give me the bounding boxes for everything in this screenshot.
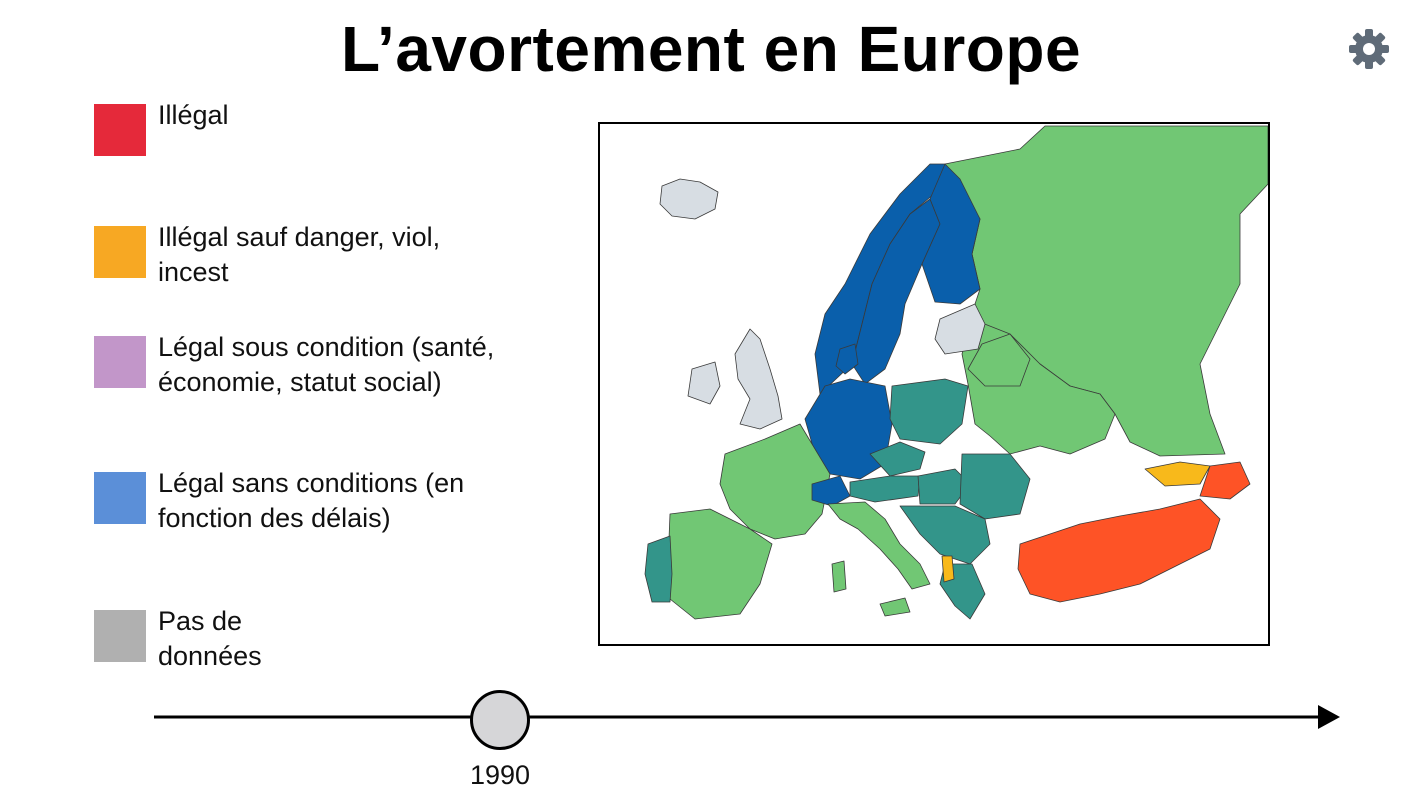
- legend-label-nodata: Pas de données: [158, 606, 262, 671]
- timeline-slider-handle[interactable]: [470, 690, 530, 750]
- map-region-caucasus: [1144, 461, 1211, 487]
- page-title: L’avortement en Europe: [340, 13, 1082, 85]
- legend-label-illegal: Illégal: [158, 100, 229, 130]
- map-region-iceland: [659, 178, 719, 220]
- legend-label-danger: Illégal sauf danger, viol, incest: [158, 222, 441, 287]
- legend-label-conditional: Légal sous condition (santé, économie, s…: [158, 332, 495, 397]
- legend-swatch-unconditional: [94, 472, 146, 524]
- map-region-finland: [921, 163, 981, 305]
- legend-swatch-conditional: [94, 336, 146, 388]
- map-region-sardinia: [831, 560, 847, 593]
- map-region-poland: [889, 378, 969, 445]
- gear-icon[interactable]: [1346, 26, 1392, 72]
- map-region-austria: [849, 475, 921, 503]
- map-region-caucasus-east: [1199, 461, 1251, 500]
- map-region-albania: [941, 555, 955, 583]
- map-region-denmark: [835, 343, 859, 375]
- map-region-ireland: [687, 361, 721, 405]
- legend-swatch-danger: [94, 226, 146, 278]
- map-region-portugal: [644, 535, 673, 603]
- map-region-balkans: [899, 505, 991, 565]
- map-region-belarus: [967, 333, 1031, 387]
- legend-label-unconditional: Légal sans conditions (en fonction des d…: [158, 468, 465, 533]
- map-region-czech: [869, 441, 926, 477]
- map-region-romania: [959, 453, 1031, 520]
- legend-swatch-nodata: [94, 610, 146, 662]
- map-region-italy: [827, 501, 931, 590]
- europe-map: [598, 122, 1270, 646]
- map-region-uk: [734, 328, 783, 430]
- map-region-turkey: [1017, 498, 1221, 603]
- map-region-switzerland: [811, 475, 851, 507]
- timeline-year-label: 1990: [469, 760, 531, 790]
- legend-swatch-illegal: [94, 104, 146, 156]
- arrow-right-icon: [1318, 705, 1340, 729]
- map-region-sicily: [879, 597, 911, 617]
- map-region-baltics: [934, 303, 986, 355]
- map-region-france: [719, 423, 831, 540]
